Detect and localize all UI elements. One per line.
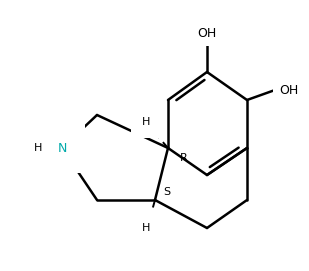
Text: H: H xyxy=(142,223,150,233)
Text: H: H xyxy=(34,143,42,153)
Text: R: R xyxy=(180,153,188,163)
Text: S: S xyxy=(163,187,171,197)
Text: OH: OH xyxy=(279,83,298,96)
Text: OH: OH xyxy=(197,27,217,40)
Text: H: H xyxy=(142,117,150,127)
Text: N: N xyxy=(57,141,67,154)
